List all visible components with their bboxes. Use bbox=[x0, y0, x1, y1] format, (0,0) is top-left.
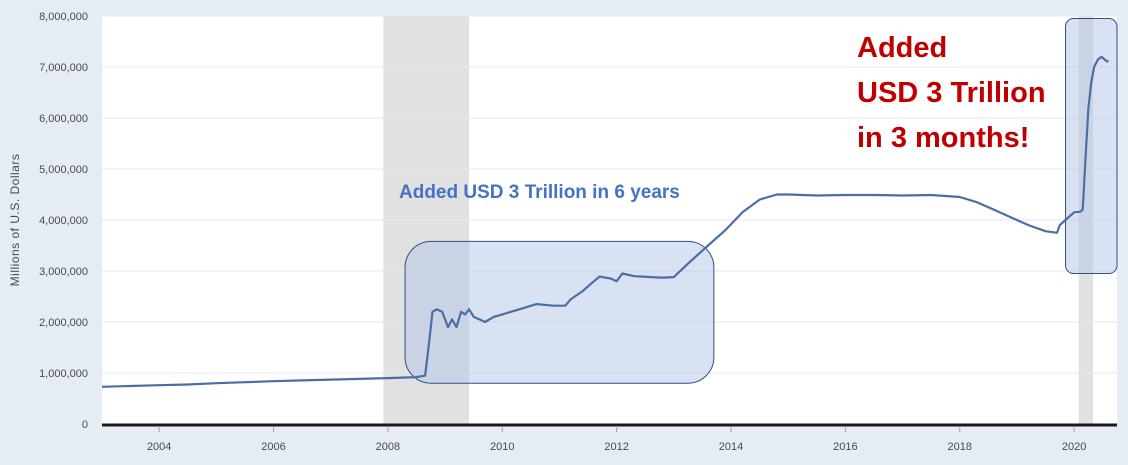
annotation-box-right bbox=[1065, 18, 1118, 275]
y-tick-label-0: 0 bbox=[82, 419, 88, 431]
x-tick-label-0: 2004 bbox=[147, 441, 171, 453]
y-tick-label-4: 4,000,000 bbox=[39, 215, 88, 227]
annotation-right-line-3: in 3 months! bbox=[857, 122, 1029, 154]
annotation-right-line-2: USD 3 Trillion bbox=[857, 77, 1046, 109]
annotation-left-label: Added USD 3 Trillion in 6 years bbox=[399, 182, 680, 203]
x-tick-label-6: 2016 bbox=[833, 441, 857, 453]
x-axis: 2004 2006 2008 2010 2012 2014 2016 2018 2020 bbox=[102, 423, 1117, 453]
x-tick-label-3: 2010 bbox=[490, 441, 514, 453]
y-tick-label-5: 5,000,000 bbox=[39, 164, 88, 176]
x-tick-label-1: 2006 bbox=[261, 441, 285, 453]
y-tick-label-1: 1,000,000 bbox=[39, 368, 88, 380]
series-layer bbox=[101, 55, 1109, 388]
x-tick-label-4: 2012 bbox=[604, 441, 628, 453]
x-tick-label-8: 2020 bbox=[1062, 441, 1086, 453]
annotation-right-line-1: Added bbox=[857, 32, 947, 64]
y-tick-label-2: 2,000,000 bbox=[39, 317, 88, 329]
x-tick-label-5: 2014 bbox=[719, 441, 743, 453]
y-tick-label-3: 3,000,000 bbox=[39, 266, 88, 278]
y-tick-label-6: 6,000,000 bbox=[39, 113, 88, 125]
y-tick-label-7: 7,000,000 bbox=[39, 62, 88, 74]
y-axis-title: Millions of U.S. Dollars bbox=[8, 154, 22, 287]
annotation-text: Added USD 3 Trillion in 6 years Added US… bbox=[399, 32, 1046, 203]
series-line-0 bbox=[101, 55, 1109, 388]
annotation-box-left bbox=[404, 240, 715, 384]
x-tick-label-7: 2018 bbox=[948, 441, 972, 453]
y-tick-label-8: 8,000,000 bbox=[39, 11, 88, 23]
y-axis: 0 1,000,000 2,000,000 3,000,000 4,000,000 5,0… bbox=[39, 11, 88, 431]
x-tick-label-2: 2008 bbox=[376, 441, 400, 453]
